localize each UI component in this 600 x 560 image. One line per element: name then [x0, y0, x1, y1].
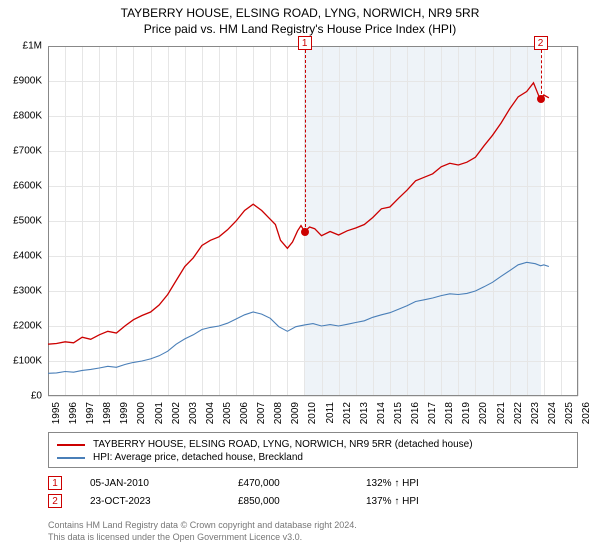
legend-panel: TAYBERRY HOUSE, ELSING ROAD, LYNG, NORWI… — [48, 432, 578, 468]
event-hpi: 132% ↑ HPI — [366, 478, 466, 489]
event-price: £850,000 — [238, 496, 338, 507]
event-row: 1 05-JAN-2010 £470,000 132% ↑ HPI — [48, 476, 578, 490]
attribution: Contains HM Land Registry data © Crown c… — [48, 520, 578, 543]
legend-row-property: TAYBERRY HOUSE, ELSING ROAD, LYNG, NORWI… — [57, 439, 569, 450]
attribution-line2: This data is licensed under the Open Gov… — [48, 532, 578, 544]
event-marker-box: 1 — [48, 476, 62, 490]
property-line — [48, 83, 549, 344]
event-marker-box: 2 — [48, 494, 62, 508]
legend-swatch-hpi — [57, 457, 85, 459]
chart-container: TAYBERRY HOUSE, ELSING ROAD, LYNG, NORWI… — [0, 0, 600, 560]
events-panel: 1 05-JAN-2010 £470,000 132% ↑ HPI 2 23-O… — [48, 472, 578, 512]
hpi-line — [48, 262, 549, 373]
legend-label-property: TAYBERRY HOUSE, ELSING ROAD, LYNG, NORWI… — [93, 439, 473, 450]
title-subtitle: Price paid vs. HM Land Registry's House … — [0, 22, 600, 36]
title-address: TAYBERRY HOUSE, ELSING ROAD, LYNG, NORWI… — [0, 6, 600, 20]
event-price: £470,000 — [238, 478, 338, 489]
event-hpi: 137% ↑ HPI — [366, 496, 466, 507]
event-row: 2 23-OCT-2023 £850,000 137% ↑ HPI — [48, 494, 578, 508]
legend-row-hpi: HPI: Average price, detached house, Brec… — [57, 452, 569, 463]
attribution-line1: Contains HM Land Registry data © Crown c… — [48, 520, 578, 532]
legend-label-hpi: HPI: Average price, detached house, Brec… — [93, 452, 303, 463]
event-date: 23-OCT-2023 — [90, 496, 210, 507]
event-date: 05-JAN-2010 — [90, 478, 210, 489]
line-series — [48, 46, 578, 396]
chart-area: 12 £0£100K£200K£300K£400K£500K£600K£700K… — [48, 46, 578, 396]
legend-swatch-property — [57, 444, 85, 446]
title-block: TAYBERRY HOUSE, ELSING ROAD, LYNG, NORWI… — [0, 0, 600, 36]
